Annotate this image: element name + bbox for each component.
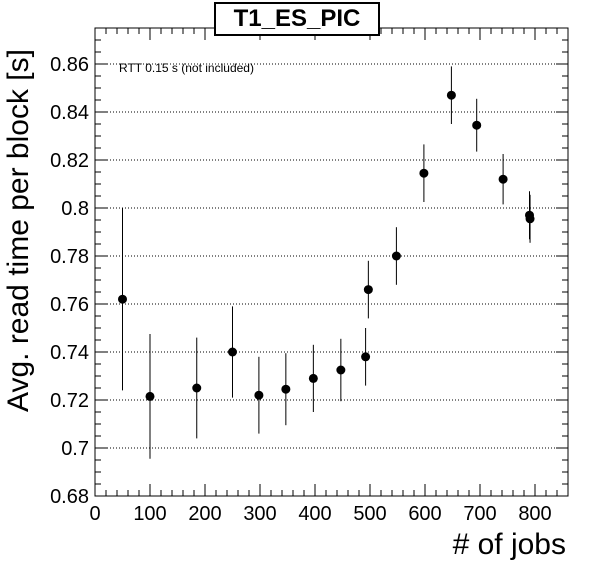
data-point bbox=[118, 294, 127, 304]
x-tick-label: 700 bbox=[463, 503, 496, 525]
data-point bbox=[446, 90, 456, 100]
x-tick-label: 0 bbox=[89, 503, 100, 525]
data-point bbox=[192, 383, 202, 393]
y-tick-label: 0.86 bbox=[50, 54, 89, 76]
data-point bbox=[363, 285, 373, 295]
y-tick-label: 0.82 bbox=[50, 150, 89, 172]
y-axis-label: Avg. read time per block [s] bbox=[2, 49, 35, 412]
y-axis: 0.68 0.7 0.72 0.74 0.76 0.78 0.8 0.82 0.84 0.86 bbox=[50, 27, 568, 508]
x-tick-label: 100 bbox=[133, 503, 166, 525]
x-tick-label: 200 bbox=[188, 503, 221, 525]
y-tick-label: 0.78 bbox=[50, 246, 89, 268]
data-point bbox=[254, 390, 264, 400]
x-axis: 0 100 200 300 400 500 600 700 800 bbox=[89, 28, 569, 525]
data-point bbox=[145, 391, 155, 401]
x-axis-label: # of jobs bbox=[452, 528, 566, 561]
y-tick-label: 0.84 bbox=[50, 102, 89, 124]
data-point bbox=[525, 214, 535, 224]
data-point bbox=[391, 251, 401, 261]
x-tick-label: 400 bbox=[298, 503, 331, 525]
data-point bbox=[419, 168, 429, 178]
y-tick-label: 0.74 bbox=[50, 342, 89, 364]
y-tick-label: 0.8 bbox=[61, 198, 89, 220]
data-point bbox=[336, 365, 346, 375]
x-tick-label: 300 bbox=[243, 503, 276, 525]
chart-title: T1_ES_PIC bbox=[214, 2, 380, 36]
data-point bbox=[361, 352, 371, 362]
y-tick-label: 0.68 bbox=[50, 486, 89, 508]
y-tick-label: 0.72 bbox=[50, 390, 89, 412]
data-series bbox=[118, 66, 535, 459]
chart-annotation: RTT 0.15 s (not included) bbox=[119, 61, 254, 75]
data-point bbox=[281, 384, 291, 394]
data-point bbox=[498, 174, 508, 184]
x-tick-label: 800 bbox=[518, 503, 551, 525]
plot-frame bbox=[94, 27, 569, 497]
data-point bbox=[228, 347, 237, 357]
data-point bbox=[308, 373, 318, 383]
x-tick-label: 600 bbox=[408, 503, 441, 525]
y-tick-label: 0.7 bbox=[61, 438, 89, 460]
x-tick-label: 500 bbox=[353, 503, 386, 525]
data-point bbox=[472, 120, 482, 130]
y-tick-label: 0.76 bbox=[50, 294, 89, 316]
grid-lines bbox=[95, 63, 568, 497]
